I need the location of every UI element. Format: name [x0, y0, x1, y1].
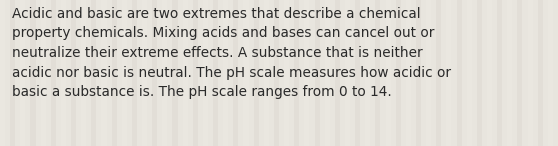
- Bar: [517, 0, 522, 146]
- Bar: [61, 0, 66, 146]
- Bar: [386, 0, 391, 146]
- Bar: [112, 0, 117, 146]
- Bar: [335, 0, 340, 146]
- Bar: [355, 0, 360, 146]
- Bar: [416, 0, 421, 146]
- Bar: [284, 0, 289, 146]
- Bar: [81, 0, 86, 146]
- Bar: [274, 0, 279, 146]
- Bar: [0, 0, 5, 146]
- Bar: [294, 0, 299, 146]
- Bar: [152, 0, 157, 146]
- Bar: [10, 0, 15, 146]
- Bar: [92, 0, 97, 146]
- Bar: [71, 0, 76, 146]
- Text: Acidic and basic are two extremes that describe a chemical
property chemicals. M: Acidic and basic are two extremes that d…: [12, 7, 451, 99]
- Bar: [142, 0, 147, 146]
- Bar: [446, 0, 451, 146]
- Bar: [396, 0, 401, 146]
- Bar: [31, 0, 36, 146]
- Bar: [182, 0, 187, 146]
- Bar: [193, 0, 198, 146]
- Bar: [527, 0, 533, 146]
- Bar: [376, 0, 381, 146]
- Bar: [213, 0, 218, 146]
- Bar: [233, 0, 238, 146]
- Bar: [254, 0, 259, 146]
- Bar: [203, 0, 208, 146]
- Bar: [223, 0, 228, 146]
- Bar: [436, 0, 441, 146]
- Bar: [304, 0, 310, 146]
- Bar: [162, 0, 167, 146]
- Bar: [497, 0, 502, 146]
- Bar: [456, 0, 461, 146]
- Bar: [406, 0, 411, 146]
- Bar: [548, 0, 553, 146]
- Bar: [132, 0, 137, 146]
- Bar: [102, 0, 107, 146]
- Bar: [20, 0, 25, 146]
- Bar: [51, 0, 56, 146]
- Bar: [243, 0, 248, 146]
- Bar: [325, 0, 330, 146]
- Bar: [477, 0, 482, 146]
- Bar: [538, 0, 543, 146]
- Bar: [487, 0, 492, 146]
- Bar: [122, 0, 127, 146]
- Bar: [345, 0, 350, 146]
- Bar: [466, 0, 472, 146]
- Bar: [365, 0, 371, 146]
- Bar: [507, 0, 512, 146]
- Bar: [315, 0, 320, 146]
- Bar: [41, 0, 46, 146]
- Bar: [264, 0, 269, 146]
- Bar: [426, 0, 431, 146]
- Bar: [172, 0, 177, 146]
